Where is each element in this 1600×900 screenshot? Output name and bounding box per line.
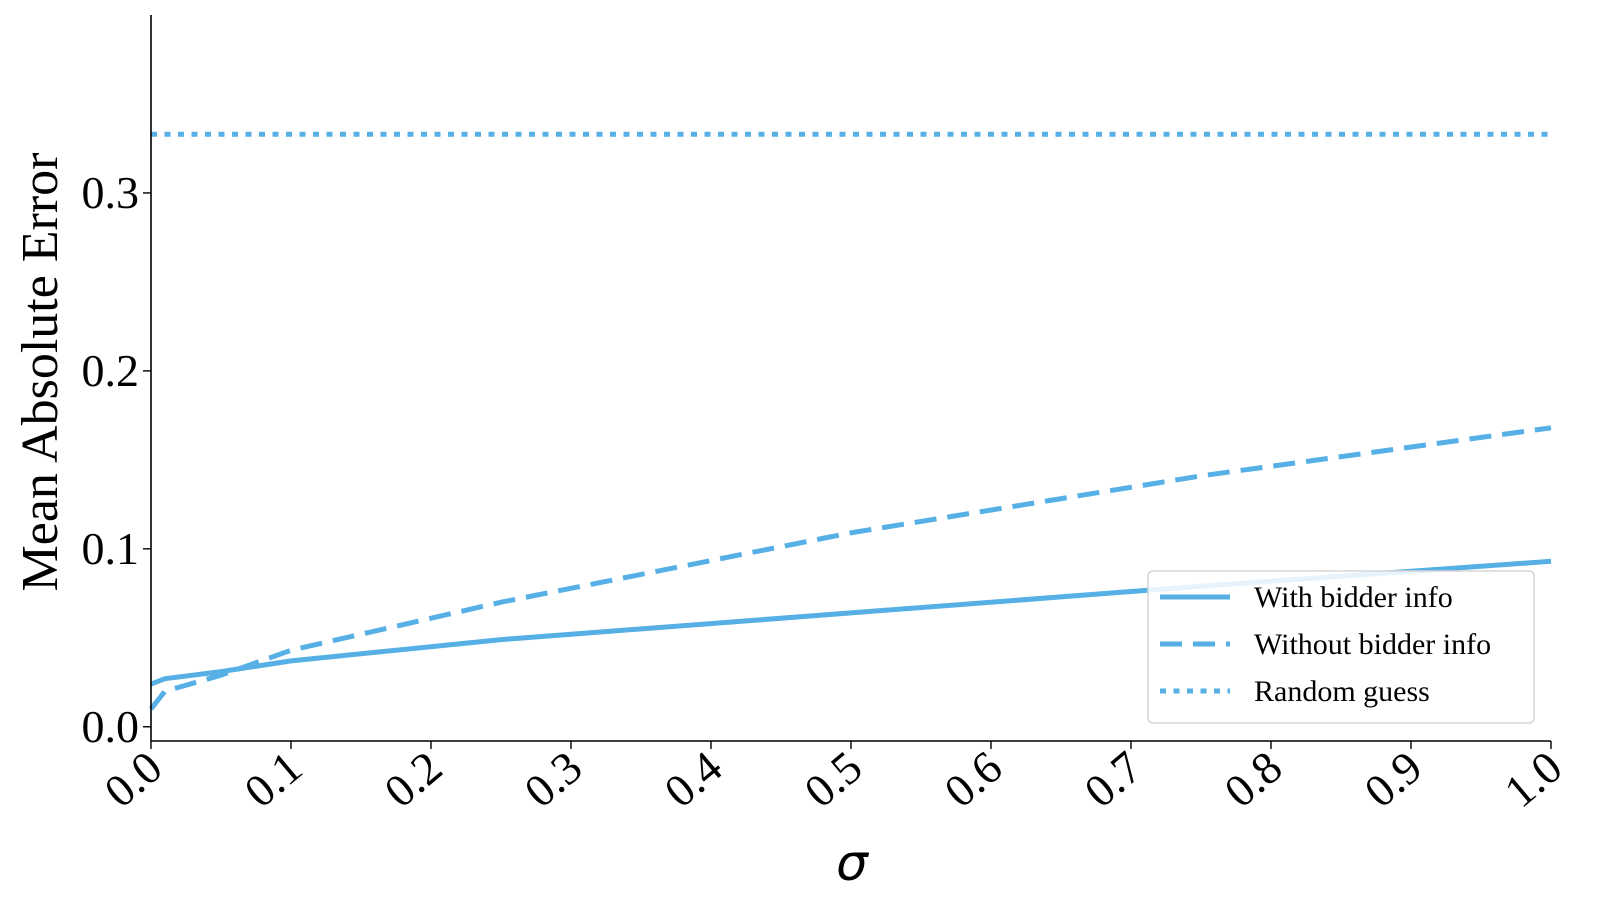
x-tick-label: 1.0	[1495, 741, 1572, 817]
legend-box	[1147, 570, 1535, 724]
plot-lines	[149, 131, 1552, 711]
legend: With bidder info Without bidder info Rando…	[1147, 570, 1535, 724]
x-tick-label: 0.6	[935, 741, 1012, 817]
series-line-1	[150, 558, 1552, 687]
x-tick-label: 0.8	[1215, 741, 1292, 817]
x-tick-label: 0.5	[795, 741, 872, 817]
x-axis-title: σ	[836, 834, 869, 892]
y-axis-title: Mean Absolute Error	[12, 152, 69, 591]
x-tick-label: 0.9	[1355, 741, 1432, 817]
x-tick-label: 0.2	[375, 741, 452, 817]
y-tick-label: 0.1	[82, 523, 140, 574]
x-tick-label: 0.4	[655, 741, 732, 817]
y-tick-label: 0.2	[82, 345, 140, 396]
legend-label-2: Without bidder info	[1254, 628, 1491, 661]
x-tick-label: 0.7	[1075, 741, 1152, 817]
legend-label-1: With bidder info	[1254, 581, 1453, 614]
x-tick-label: 0.0	[95, 741, 172, 817]
y-tick-label: 0.0	[82, 701, 140, 752]
y-tick-label: 0.3	[82, 167, 140, 218]
legend-label-3: Random guess	[1254, 675, 1430, 708]
x-tick-label: 0.3	[515, 741, 592, 817]
x-tick-label: 0.1	[235, 741, 312, 817]
